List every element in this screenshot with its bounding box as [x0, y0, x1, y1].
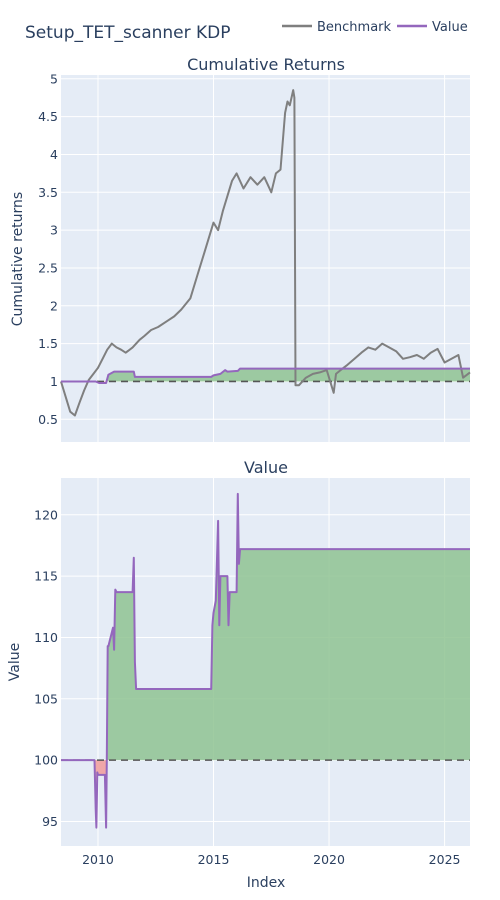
legend-benchmark-label[interactable]: Benchmark: [317, 20, 392, 35]
value-plot[interactable]: 95 100 105 110 115 120 2010 2015 2020 2025: [34, 478, 470, 867]
gain-fill-area: [61, 368, 470, 382]
y-tick-label: 3.5: [38, 185, 58, 200]
y-tick-label: 1: [50, 374, 58, 389]
x-tick-label: 2025: [429, 852, 461, 867]
y-tick-label: 1.5: [38, 336, 58, 351]
y-tick-label: 115: [34, 569, 58, 584]
value-line: [61, 367, 470, 384]
y-tick-label: 110: [34, 630, 58, 645]
y-tick-label: 100: [34, 753, 58, 768]
x-tick-label: 2020: [313, 852, 345, 867]
plot-area-background: [61, 75, 470, 442]
y-axis-title-top: Cumulative returns: [10, 192, 26, 326]
y-tick-label: 120: [34, 507, 58, 522]
y-axis-title-bottom: Value: [7, 643, 23, 681]
subplot-title-cumulative-returns: Cumulative Returns: [187, 55, 345, 74]
y-tick-label: 4: [50, 147, 58, 162]
value-line: [61, 492, 470, 829]
y-tick-label: 95: [42, 814, 58, 829]
y-tick-label: 2: [50, 298, 58, 313]
x-tick-label: 2015: [198, 852, 230, 867]
y-tick-label: 2.5: [38, 260, 58, 275]
loss-fill-area: [94, 760, 107, 828]
legend[interactable]: Benchmark Value: [282, 20, 468, 35]
benchmark-line: [60, 89, 471, 417]
y-tick-label: 0.5: [38, 412, 58, 427]
subplot-title-value: Value: [244, 458, 288, 477]
x-axis-title: Index: [247, 875, 286, 891]
y-tick-label: 5: [50, 71, 58, 86]
y-tick-label: 105: [34, 691, 58, 706]
x-tick-label: 2010: [82, 852, 114, 867]
cumulative-returns-plot[interactable]: 0.5 1 1.5 2 2.5 3 3.5 4 4.5 5: [38, 71, 471, 442]
y-tick-label: 3: [50, 223, 58, 238]
gain-fill-area: [61, 493, 470, 761]
chart-title: Setup_TET_scanner KDP: [25, 23, 231, 43]
y-tick-label: 4.5: [38, 109, 58, 124]
legend-value-label[interactable]: Value: [432, 20, 468, 35]
